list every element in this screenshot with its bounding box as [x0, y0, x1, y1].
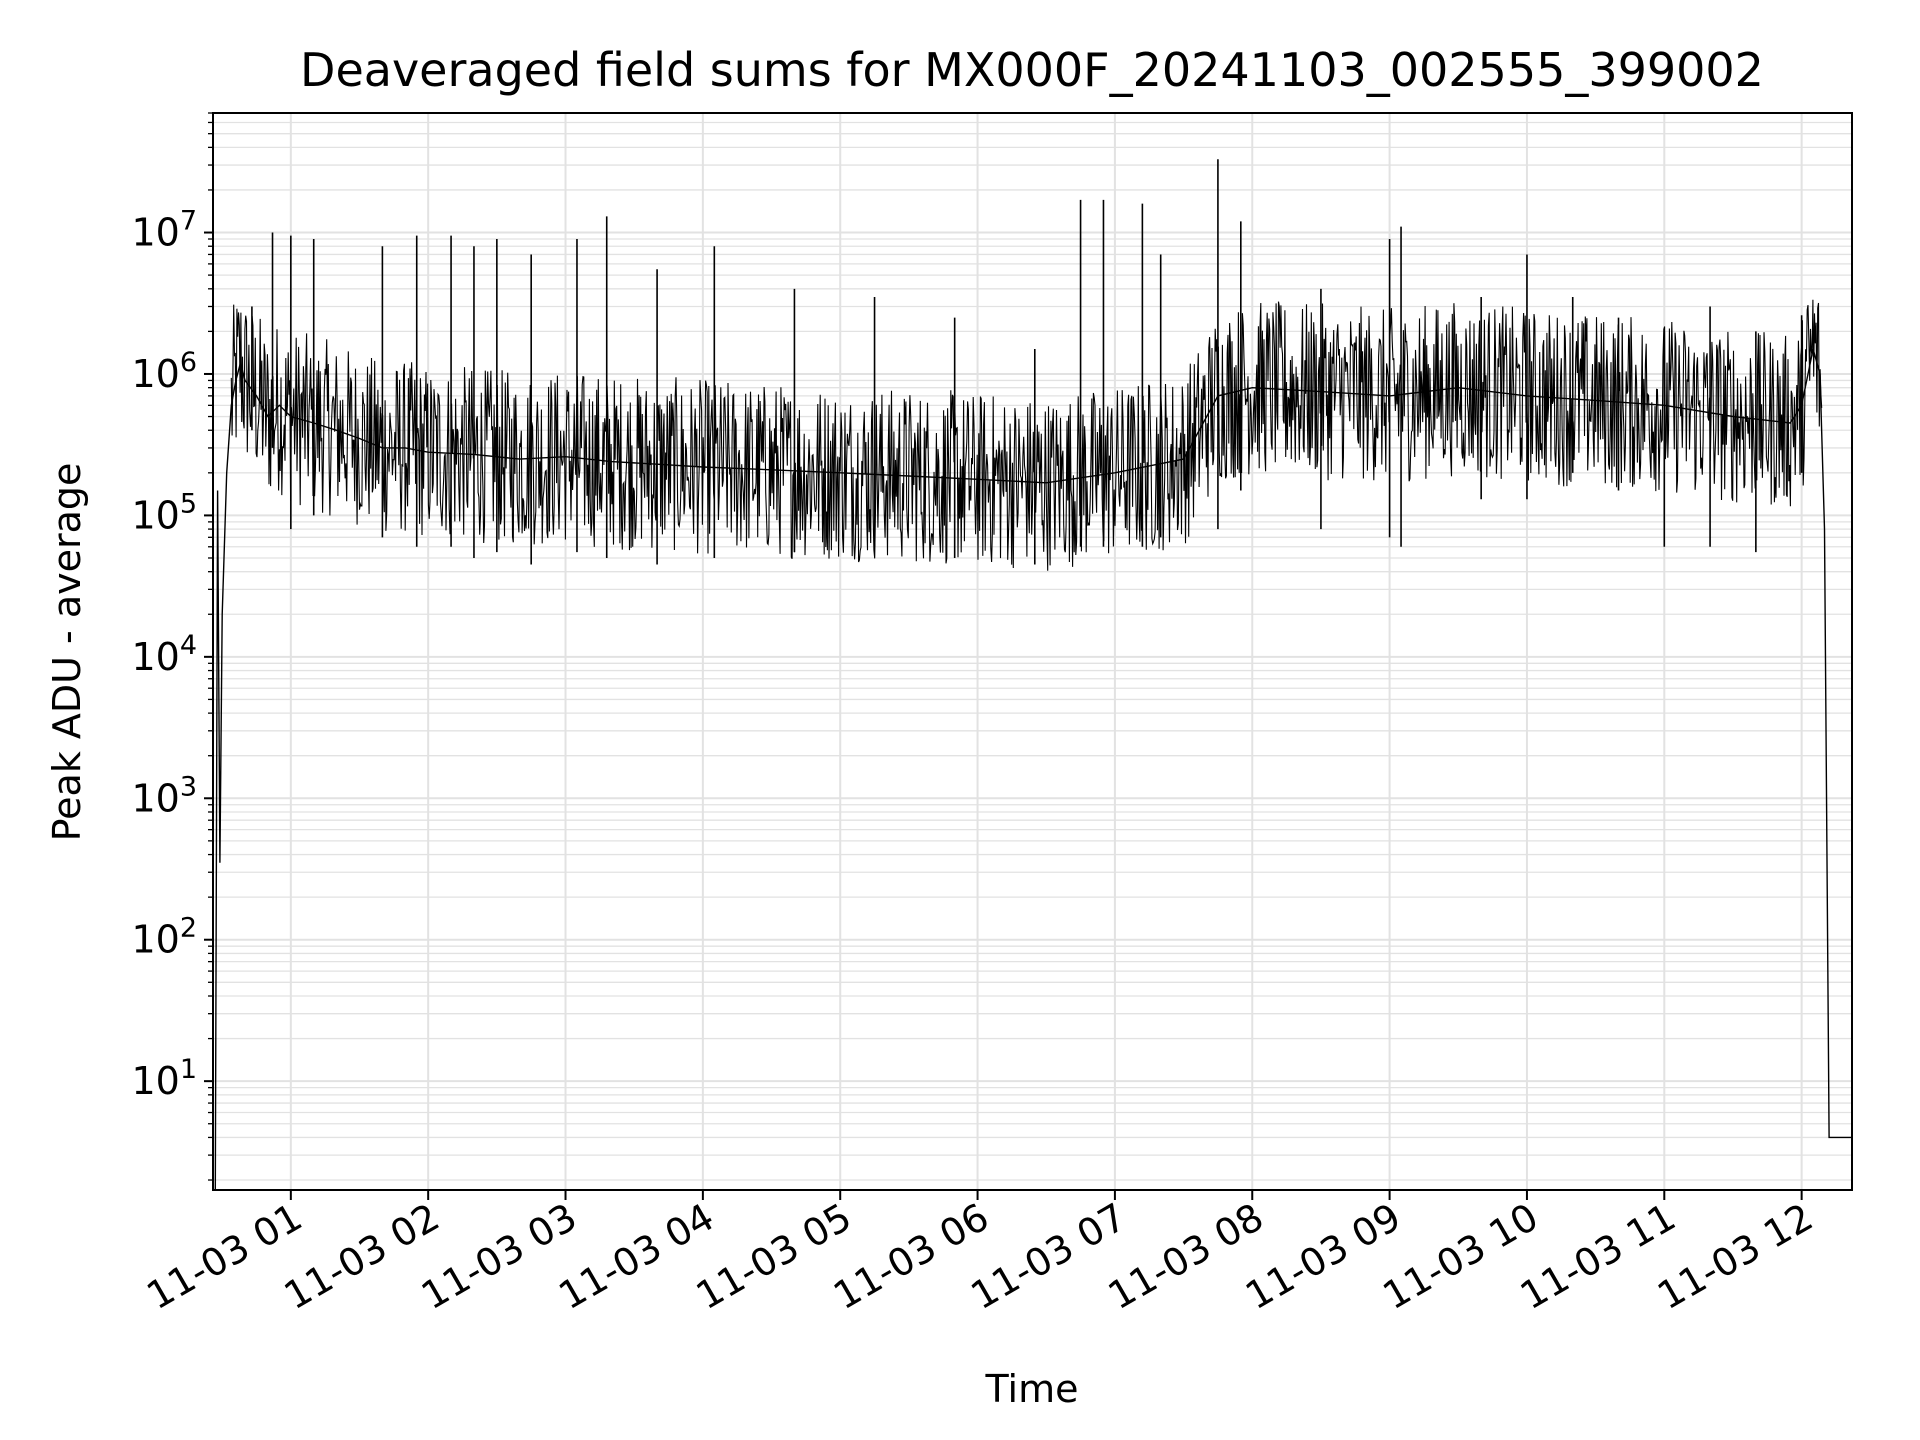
y-tick-label: 103	[131, 771, 197, 820]
series-line	[213, 348, 1852, 1190]
plot-data-layer	[213, 159, 1852, 1190]
y-tick-label: 107	[131, 206, 197, 255]
y-tick-label: 101	[131, 1054, 197, 1103]
y-tick-label: 102	[131, 913, 197, 962]
series-spikes	[251, 159, 1803, 565]
y-axis: 101 102 103 104 105 106 107	[131, 112, 213, 1181]
chart-title: Deaveraged field sums for MX000F_2024110…	[300, 43, 1764, 97]
x-axis-label: Time	[985, 1367, 1079, 1411]
plot-frame	[212, 112, 1853, 1191]
y-tick-label: 104	[131, 630, 197, 679]
y-tick-label: 105	[131, 488, 197, 537]
y-tick-label: 106	[131, 347, 197, 396]
y-axis-label: Peak ADU - average	[45, 463, 89, 842]
grid	[213, 112, 1852, 1190]
